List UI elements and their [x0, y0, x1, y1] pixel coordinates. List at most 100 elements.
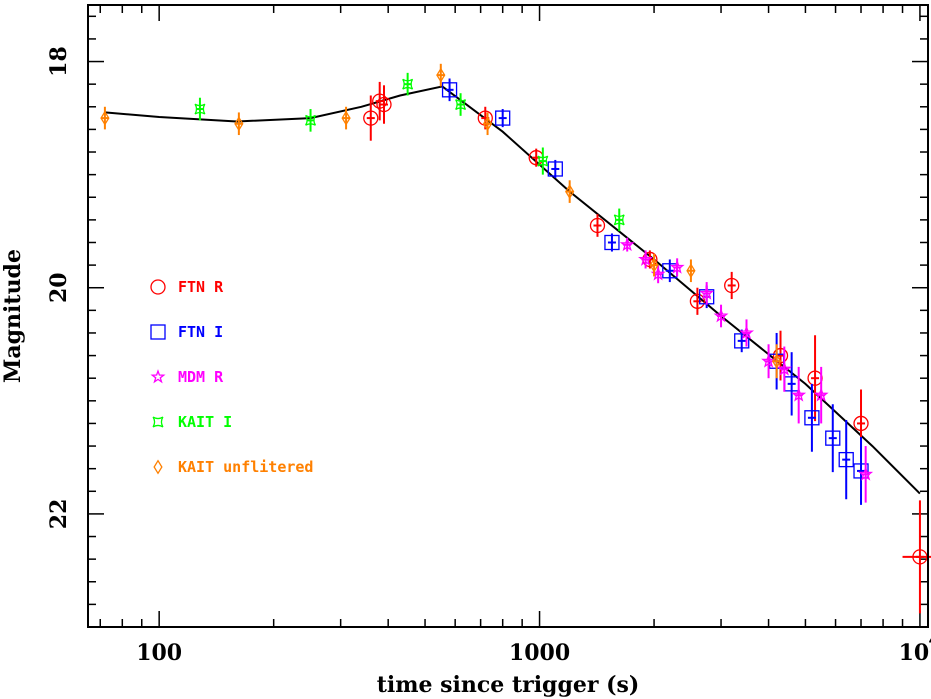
legend-label: MDM R [178, 368, 224, 386]
cross-square-marker [305, 114, 317, 126]
diamond-marker [100, 110, 110, 126]
diamond-marker [772, 353, 782, 369]
data-point [713, 308, 729, 323]
data-point [441, 82, 458, 98]
circle-marker [372, 93, 388, 109]
circle-marker [150, 279, 166, 295]
series-kait-i [194, 72, 625, 232]
star-marker [638, 251, 654, 266]
square-marker [495, 110, 511, 126]
diamond-marker [234, 116, 244, 132]
square-marker [604, 234, 620, 251]
x-tick-label: 100 [136, 640, 182, 666]
series-kait-unflitered [100, 63, 782, 379]
model-curve [104, 85, 921, 495]
data-point [100, 110, 110, 126]
star-marker [619, 236, 635, 252]
data-point [689, 293, 706, 309]
circle-marker [853, 415, 869, 432]
data-point [150, 324, 166, 340]
y-tick-label: 18 [46, 46, 72, 77]
x-tick-label: 1000 [509, 640, 570, 666]
star-marker [776, 361, 792, 376]
data-point [455, 99, 467, 110]
diamond-marker [153, 459, 163, 475]
series-mdm-r [619, 236, 874, 503]
data-point [547, 161, 563, 177]
data-point [739, 325, 755, 340]
data-point [858, 466, 874, 481]
data-point [804, 410, 820, 426]
data-point [619, 236, 635, 252]
legend-item: MDM R [150, 368, 224, 386]
data-point [791, 387, 807, 402]
data-point [853, 415, 869, 432]
star-marker [858, 466, 874, 481]
diamond-marker [565, 184, 575, 200]
data-point [436, 67, 446, 83]
cross-square-marker [613, 214, 625, 226]
cross-square-marker [455, 99, 467, 110]
legend: FTN R FTN I MDM R KAIT I KAIT unflitered [150, 278, 313, 476]
square-marker [547, 161, 563, 177]
data-point [813, 387, 829, 402]
data-point [669, 259, 685, 274]
y-tick-label: 20 [46, 272, 72, 303]
legend-item: KAIT I [152, 413, 232, 431]
circle-marker [363, 110, 379, 126]
star-marker [669, 259, 685, 274]
square-marker [838, 451, 854, 468]
data-point [194, 103, 206, 115]
circle-marker [772, 347, 789, 364]
series-ftn-i [441, 78, 869, 505]
data-point [376, 96, 392, 113]
circle-marker [912, 549, 928, 565]
series-ftn-r [363, 81, 931, 614]
x-tick-label-exponent: 4 [928, 627, 931, 653]
data-point [150, 279, 166, 295]
y-axis-title: Magnitude [0, 249, 26, 383]
data-point [150, 369, 166, 384]
data-point [341, 110, 351, 126]
data-point [772, 347, 789, 364]
data-point [686, 263, 696, 279]
square-marker [825, 430, 841, 446]
circle-marker [724, 277, 740, 294]
y-tick-label: 22 [46, 499, 72, 530]
data-point [838, 451, 854, 468]
data-point [604, 234, 620, 251]
data-point [638, 251, 654, 266]
square-marker [150, 324, 166, 340]
legend-item: KAIT unflitered [153, 458, 313, 476]
data-point [565, 184, 575, 200]
legend-label: FTN R [178, 278, 224, 296]
data-point [912, 549, 928, 565]
data-point [152, 416, 164, 428]
circle-marker [589, 217, 606, 234]
data-point [495, 110, 511, 126]
data-point [649, 257, 659, 273]
data-point [402, 78, 414, 90]
data-point [589, 217, 606, 234]
data-point [825, 430, 841, 446]
circle-marker [689, 293, 706, 309]
diamond-marker [341, 110, 351, 126]
data-point [776, 361, 792, 376]
star-marker [150, 369, 166, 384]
data-point [305, 114, 317, 126]
star-marker [699, 285, 715, 300]
legend-label: FTN I [178, 323, 223, 341]
data-point [734, 333, 750, 349]
legend-item: FTN R [150, 278, 224, 296]
legend-label: KAIT I [178, 413, 232, 431]
square-marker [853, 463, 869, 479]
cross-square-marker [402, 78, 414, 90]
data-point [153, 459, 163, 475]
x-axis-title: time since trigger (s) [377, 672, 640, 698]
data-point [613, 214, 625, 226]
star-marker [791, 387, 807, 402]
legend-label: KAIT unflitered [178, 458, 313, 476]
star-marker [739, 325, 755, 340]
x-tick-label: 10 [899, 640, 930, 666]
